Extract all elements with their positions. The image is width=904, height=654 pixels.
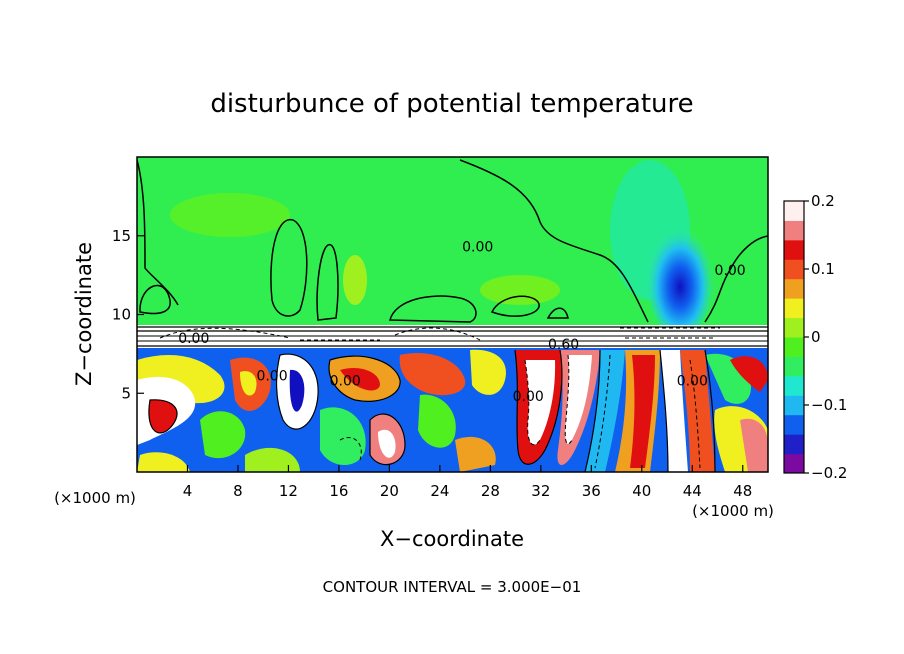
colorbar-tick-label: 0.1: [811, 260, 835, 278]
x-tick-label: 36: [582, 482, 601, 500]
lower-blobs: [137, 349, 768, 472]
y-unit-label: (×1000 m): [54, 489, 136, 507]
colorbar-swatch: [784, 239, 804, 260]
y-tick-label: 15: [112, 227, 131, 245]
x-tick-label: 28: [481, 482, 500, 500]
lower-contours: [148, 349, 716, 472]
contour-label: 0.00: [330, 373, 361, 389]
colorbar-swatch: [784, 414, 804, 435]
contour-line: [270, 219, 308, 317]
upper-light-blob: [170, 193, 290, 237]
x-tick-label: 44: [683, 482, 702, 500]
colorbar-swatch: [784, 201, 804, 221]
x-tick-label: 24: [430, 482, 449, 500]
y-tick-label: 5: [121, 384, 131, 402]
x-tick-label: 20: [380, 482, 399, 500]
chart-title: disturbunce of potential temperature: [210, 89, 693, 119]
x-tick-label: 4: [183, 482, 193, 500]
contour-label: 0.00: [256, 369, 287, 385]
colorbar-swatch: [784, 317, 804, 338]
contour-labels: 0.00 0.00 0.00 0.00 0.00 0.60 0.00 0.00: [178, 240, 746, 406]
contour-label: 0.00: [513, 389, 544, 405]
y-tick-label: 10: [112, 306, 131, 324]
x-unit-label: (×1000 m): [692, 502, 774, 520]
contour-line: [459, 159, 649, 323]
colorbar-swatch: [784, 337, 804, 357]
contour-line: [316, 244, 339, 321]
colorbar-swatch: [784, 434, 804, 455]
x-axis-label: X−coordinate: [380, 527, 524, 551]
contour-line: [546, 307, 569, 319]
contour-label: 0.60: [548, 337, 579, 353]
x-tick-label: 48: [733, 482, 752, 500]
x-tick-label: 8: [233, 482, 243, 500]
contour-interval-note: CONTOUR INTERVAL = 3.000E−01: [323, 578, 582, 596]
colorbar-swatches: [784, 201, 804, 474]
colorbar-tick-label: 0: [811, 328, 821, 346]
upper-light-blob: [480, 275, 560, 305]
x-tick-label: 16: [329, 482, 348, 500]
contour-line: [389, 295, 477, 323]
contour-label: 0.00: [462, 240, 493, 256]
upper-light-blob: [343, 255, 367, 305]
contour-label: 0.00: [178, 331, 209, 347]
upper-cool-core: [645, 215, 715, 335]
colorbar-ticks: 0.2 0.1 0 −0.1 −0.2: [804, 192, 847, 482]
x-tick-label: 40: [632, 482, 651, 500]
colorbar-swatch: [784, 278, 804, 299]
colorbar-tick-label: −0.1: [811, 396, 847, 414]
contour-line: [490, 295, 540, 317]
plot-area: [136, 156, 769, 473]
colorbar-tick-label: 0.2: [811, 192, 835, 210]
contour-line: [704, 235, 768, 323]
contour-line: [139, 284, 171, 315]
colorbar-swatch: [784, 259, 804, 280]
colorbar-swatch: [784, 356, 804, 377]
colorbar-swatch: [784, 220, 804, 241]
lower-dashed-contours: [339, 354, 701, 469]
x-tick-label: 12: [279, 482, 298, 500]
y-axis-label: Z−coordinate: [72, 242, 96, 386]
contour-label: 0.00: [677, 373, 708, 389]
contour-label: 0.00: [715, 263, 746, 279]
colorbar-swatch: [784, 375, 804, 396]
colorbar-swatch: [784, 453, 804, 474]
colorbar-swatch: [784, 395, 804, 416]
colorbar: 0.2 0.1 0 −0.1 −0.2: [783, 192, 847, 482]
y-axis-ticks: 5 10 15: [112, 227, 144, 402]
colorbar-tick-label: −0.2: [811, 464, 847, 482]
x-tick-label: 32: [531, 482, 550, 500]
colorbar-swatch: [784, 298, 804, 319]
x-axis-ticks: 4 8 12 16 20 24 28 32 36 40 44 48: [183, 465, 752, 500]
